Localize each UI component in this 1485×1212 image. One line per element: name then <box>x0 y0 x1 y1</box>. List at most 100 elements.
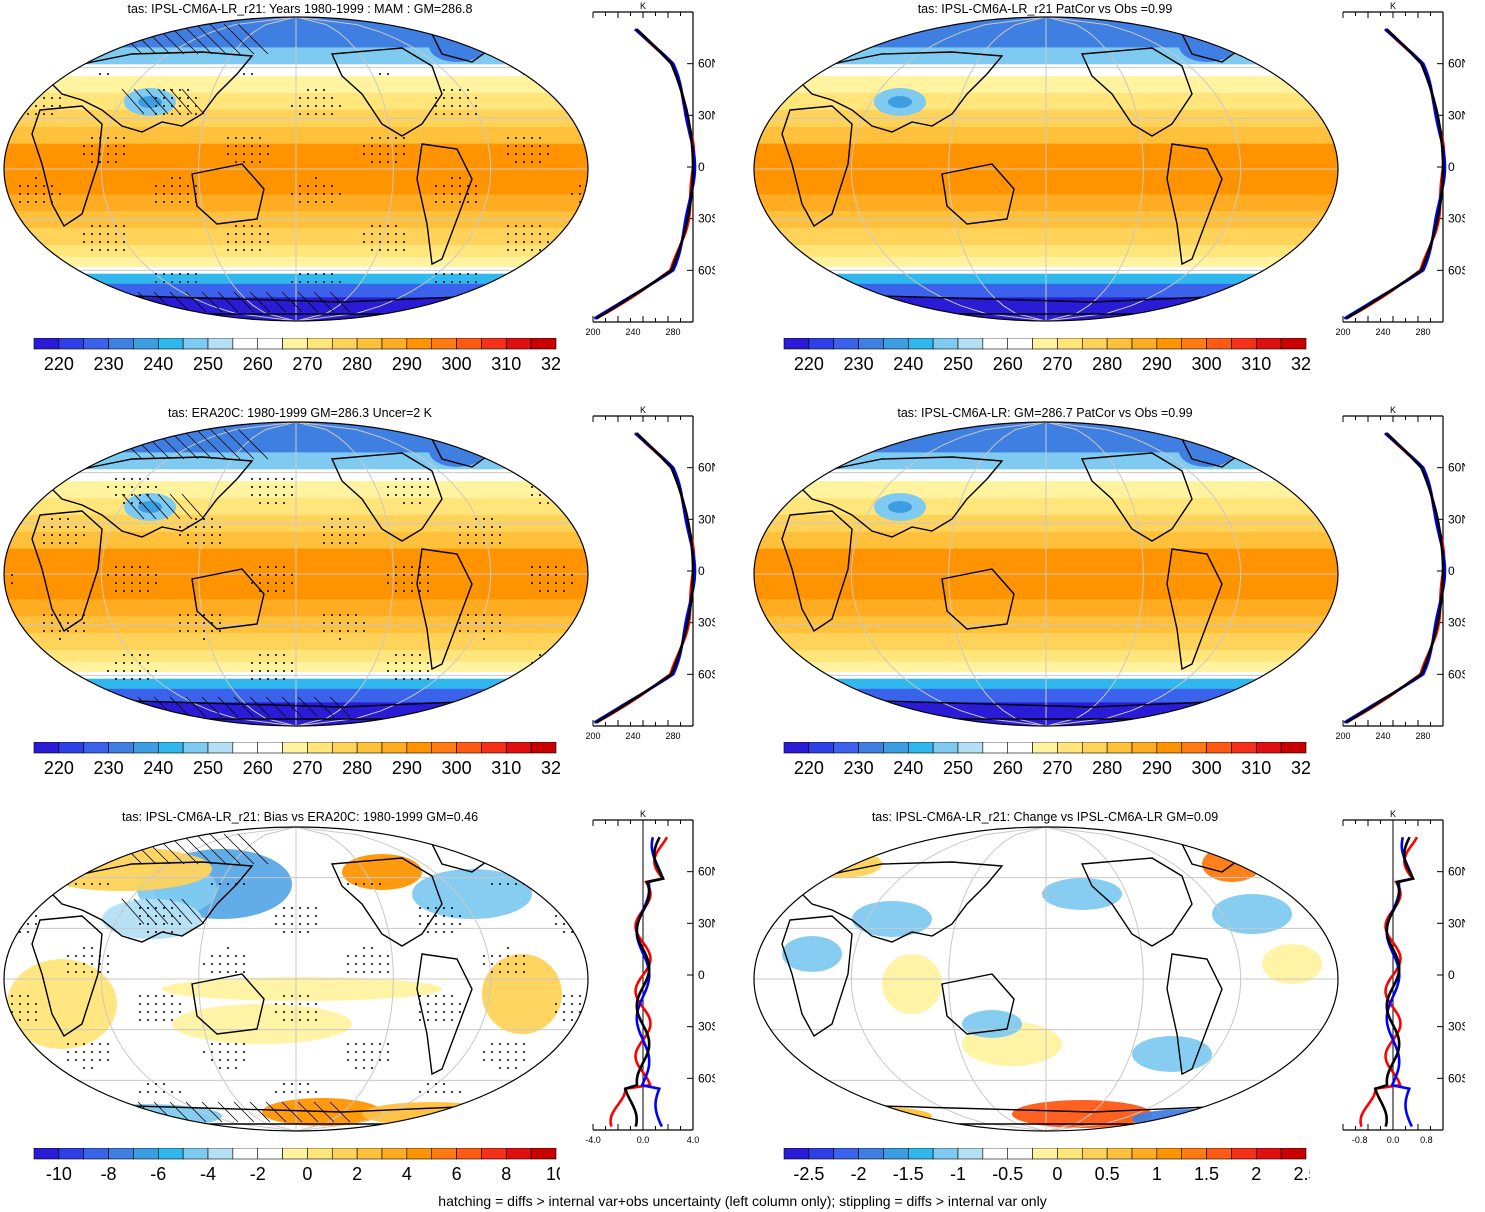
colorbar-swatch <box>1181 742 1207 754</box>
colorbar-tick-label: 290 <box>1142 758 1172 778</box>
colorbar-swatch <box>83 1148 109 1160</box>
world-map <box>753 421 1339 727</box>
colorbar-swatch <box>1280 1148 1307 1160</box>
profile-x-tick-label: 280 <box>1415 731 1430 741</box>
colorbar-swatch <box>957 1148 984 1160</box>
profile-lat-label: 0 <box>1448 564 1455 578</box>
profile-lat-label: 30S <box>698 616 715 630</box>
colorbar-swatch <box>83 742 109 754</box>
profile-series-black <box>623 836 665 1127</box>
colorbar-swatch <box>1231 1148 1257 1160</box>
colorbar-tick-label: 2 <box>1251 1164 1261 1184</box>
colorbar-swatch <box>808 742 835 754</box>
colorbar-swatch <box>1081 742 1108 754</box>
colorbar-swatch <box>1081 1148 1108 1160</box>
colorbar-swatch <box>307 338 333 350</box>
colorbar-swatch <box>356 1148 383 1160</box>
colorbar-swatch <box>1057 1148 1083 1160</box>
colorbar-tick-label: 230 <box>844 354 874 374</box>
colorbar-swatch <box>257 338 283 350</box>
colorbar-swatch <box>1032 1148 1058 1160</box>
colorbar-swatch <box>530 1148 557 1160</box>
colorbar-swatch <box>1007 338 1033 350</box>
colorbar-tick-label: 2.5 <box>1293 1164 1310 1184</box>
colorbar-tick-label: 1.5 <box>1194 1164 1219 1184</box>
colorbar-swatch <box>833 338 859 350</box>
colorbar-tick-label: 290 <box>1142 354 1172 374</box>
profile-x-tick-label: 200 <box>1335 731 1350 741</box>
colorbar-swatch <box>1231 742 1257 754</box>
colorbar-tick-label: 2 <box>352 1164 362 1184</box>
colorbar-tick-label: 300 <box>1192 758 1222 778</box>
colorbar-swatch <box>982 742 1009 754</box>
colorbar-swatch <box>1206 338 1232 350</box>
profile-series-red <box>1345 432 1446 724</box>
world-map <box>3 826 589 1132</box>
colorbar-swatch <box>530 338 557 350</box>
profile-series-black <box>1373 836 1415 1127</box>
colorbar-swatch <box>207 1148 234 1160</box>
colorbar-swatch <box>783 1148 810 1160</box>
profile-lat-label: 30N <box>1448 512 1465 526</box>
colorbar-tick-label: 270 <box>292 354 322 374</box>
colorbar-tick-label: 10 <box>546 1164 560 1184</box>
colorbar-tick-label: 220 <box>44 758 74 778</box>
colorbar-swatch <box>907 1148 934 1160</box>
colorbar-tick-label: 310 <box>1241 758 1271 778</box>
profile-series-red <box>1345 28 1446 320</box>
profile-x-tick-label: -0.8 <box>1352 1135 1368 1145</box>
profile-lat-label: 30N <box>698 108 715 122</box>
colorbar-tick-label: 230 <box>94 758 124 778</box>
colorbar-swatch <box>1032 742 1058 754</box>
profile-x-tick-label: 0.0 <box>637 1135 650 1145</box>
colorbar-swatch <box>883 742 909 754</box>
colorbar-swatch <box>431 1148 457 1160</box>
profile-unit-label: K <box>1390 405 1396 415</box>
world-map <box>3 16 589 322</box>
profile-lat-label: 60N <box>1448 57 1465 71</box>
colorbar-tick-label: 310 <box>491 758 521 778</box>
profile-x-tick-label: 0.0 <box>1387 1135 1400 1145</box>
colorbar-tick-label: -2 <box>250 1164 266 1184</box>
colorbar-swatch <box>182 338 209 350</box>
profile-x-tick-label: 4.0 <box>687 1135 700 1145</box>
colorbar-tick-label: 260 <box>993 354 1023 374</box>
colorbar-swatch <box>481 1148 507 1160</box>
profile-lat-label: 60S <box>698 263 715 277</box>
colorbar-swatch <box>1231 338 1257 350</box>
colorbar-swatch <box>431 338 457 350</box>
colorbar-swatch <box>33 338 60 350</box>
colorbar-tick-label: 240 <box>893 758 923 778</box>
panel-title: tas: IPSL-CM6A-LR_r21: Change vs IPSL-CM… <box>871 810 1219 824</box>
colorbar: -2.5 -2 -1.5 -1 -0.5 0 0.5 1 1.5 2 2.5 <box>783 1148 1310 1184</box>
colorbar-tick-label: 250 <box>943 354 973 374</box>
colorbar-swatch <box>1007 1148 1033 1160</box>
profile-x-tick-label: 240 <box>1375 327 1390 337</box>
colorbar-swatch <box>33 1148 60 1160</box>
colorbar-swatch <box>1032 338 1058 350</box>
colorbar-swatch <box>1106 338 1133 350</box>
colorbar-swatch <box>133 1148 159 1160</box>
colorbar-swatch <box>883 1148 909 1160</box>
zonal-mean-profile: K 60N 30N 0 30S 60S 200 240 280 <box>1335 405 1465 741</box>
profile-series-red <box>595 432 696 724</box>
colorbar-tick-label: 6 <box>452 1164 462 1184</box>
colorbar-swatch <box>833 1148 859 1160</box>
colorbar-swatch <box>783 338 810 350</box>
profile-lat-label: 30S <box>1448 616 1465 630</box>
panel-title: tas: IPSL-CM6A-LR: GM=286.7 PatCor vs Ob… <box>897 406 1193 420</box>
profile-lat-label: 0 <box>698 160 705 174</box>
colorbar-swatch <box>157 338 184 350</box>
profile-series-blue <box>1343 432 1447 724</box>
colorbar-swatch <box>381 742 408 754</box>
colorbar: 220 230 240 250 260 270 280 290 300 310 320 <box>33 338 560 374</box>
colorbar-tick-label: -10 <box>46 1164 72 1184</box>
colorbar-swatch <box>982 1148 1009 1160</box>
profile-lat-label: 60N <box>698 461 715 475</box>
panel-title: tas: IPSL-CM6A-LR_r21: Bias vs ERA20C: 1… <box>121 810 479 824</box>
colorbar-tick-label: 230 <box>844 758 874 778</box>
colorbar-swatch <box>182 742 209 754</box>
colorbar-swatch <box>33 742 60 754</box>
profile-lat-label: 30S <box>698 1020 715 1034</box>
colorbar-swatch <box>456 742 482 754</box>
